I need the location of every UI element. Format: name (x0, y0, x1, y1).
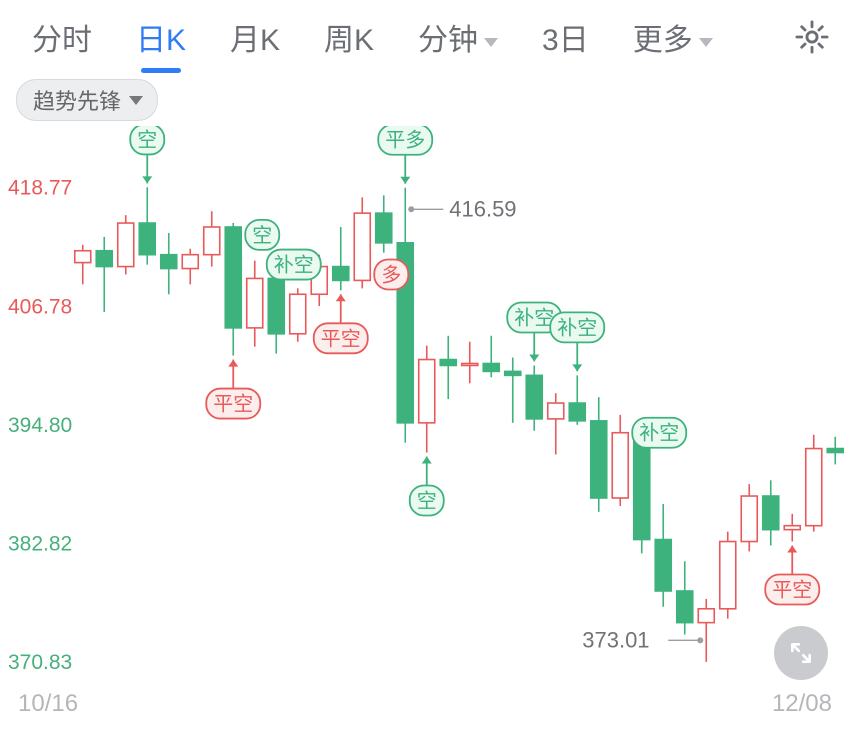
price-callout: 373.01 (582, 627, 649, 652)
tab-更多[interactable]: 更多 (611, 15, 735, 59)
strategy-label: 趋势先锋 (33, 84, 121, 116)
tab-3日[interactable]: 3日 (520, 15, 611, 59)
expand-button[interactable] (774, 626, 828, 680)
signal-marker: 空 (130, 126, 164, 154)
tab-周K[interactable]: 周K (302, 15, 396, 59)
candle-body (462, 363, 478, 365)
candle-body (96, 251, 112, 267)
svg-text:平空: 平空 (213, 393, 253, 416)
chevron-down-icon (699, 38, 713, 47)
candle-body (827, 449, 843, 453)
candle-body (612, 433, 628, 498)
candle-body (247, 278, 263, 327)
candle-body (376, 213, 392, 243)
svg-text:补空: 补空 (639, 422, 679, 445)
price-callout: 416.59 (449, 196, 516, 221)
tab-分时[interactable]: 分时 (10, 15, 114, 59)
svg-text:平空: 平空 (321, 327, 361, 350)
candle-body (161, 255, 177, 269)
marker-arrow (572, 342, 582, 371)
candle-body (419, 360, 435, 423)
x-axis-labels: 10/16 12/08 (0, 690, 850, 726)
settings-button[interactable] (792, 17, 832, 57)
candle-body (290, 294, 306, 334)
candle-body (591, 421, 607, 498)
candle-body (720, 542, 736, 609)
candle-body (182, 255, 198, 269)
candle-body (634, 433, 650, 540)
y-tick: 382.82 (8, 532, 72, 555)
marker-arrow (228, 360, 238, 389)
candle-body (655, 540, 671, 591)
expand-icon (788, 640, 814, 666)
candle-body (333, 267, 349, 281)
svg-text:平多: 平多 (385, 129, 425, 152)
tab-月K[interactable]: 月K (208, 15, 302, 59)
candle-body (225, 227, 241, 328)
candle-body (526, 375, 542, 419)
candle-body (741, 496, 757, 541)
x-label-left: 10/16 (18, 690, 78, 718)
chevron-down-icon (129, 96, 143, 105)
signal-marker: 平空 (206, 389, 260, 419)
svg-text:补空: 补空 (557, 316, 597, 339)
signal-marker: 补空 (632, 418, 686, 448)
signal-marker: 空 (245, 220, 279, 250)
svg-text:补空: 补空 (274, 254, 314, 277)
candle-body (548, 403, 564, 419)
signal-marker: 补空 (550, 312, 604, 342)
signal-marker: 平空 (765, 575, 819, 605)
candle-body (698, 609, 714, 623)
candle-body (763, 496, 779, 530)
signal-marker: 平多 (378, 126, 432, 155)
y-tick: 406.78 (8, 295, 72, 318)
svg-text:补空: 补空 (514, 306, 554, 329)
strategy-dropdown[interactable]: 趋势先锋 (16, 79, 158, 121)
marker-arrow (787, 546, 797, 575)
chevron-down-icon (484, 38, 498, 47)
tab-日K[interactable]: 日K (114, 15, 208, 59)
svg-text:空: 空 (137, 128, 157, 151)
x-label-right: 12/08 (772, 690, 832, 718)
candle-body (75, 251, 91, 263)
y-tick: 394.80 (8, 414, 72, 437)
candle-body (118, 223, 134, 267)
candle-body (505, 371, 521, 375)
strategy-row: 趋势先锋 (0, 74, 850, 126)
signal-marker: 空 (410, 486, 444, 516)
candle-body (784, 526, 800, 530)
svg-text:平空: 平空 (772, 579, 812, 602)
marker-arrow (422, 457, 432, 486)
marker-arrow (336, 294, 346, 323)
y-tick: 418.77 (8, 177, 72, 200)
marker-arrow (142, 154, 152, 183)
candle-body (204, 227, 220, 255)
candle-body (354, 213, 370, 280)
timeframe-tabs: 分时日K月K周K分钟3日更多 (0, 0, 850, 74)
candle-body (440, 360, 456, 366)
candle-body (677, 591, 693, 623)
candle-body (483, 363, 499, 371)
signal-marker: 平空 (314, 323, 368, 353)
svg-text:多: 多 (381, 263, 401, 286)
signal-marker: 多 (374, 259, 408, 289)
marker-arrow (529, 332, 539, 361)
candle-body (139, 223, 155, 255)
candle-body (806, 449, 822, 526)
marker-arrow (400, 155, 410, 184)
y-tick: 370.83 (8, 651, 72, 674)
tab-分钟[interactable]: 分钟 (396, 15, 520, 59)
signal-marker: 补空 (267, 250, 321, 280)
candlestick-chart[interactable]: 418.77 406.78 394.80 382.82 370.83 416.59 373.… (0, 126, 850, 726)
svg-text:空: 空 (417, 490, 437, 513)
chart-container: 418.77 406.78 394.80 382.82 370.83 416.59 373.… (0, 126, 850, 726)
candle-body (268, 278, 284, 333)
gear-icon (793, 18, 831, 56)
svg-text:空: 空 (252, 224, 272, 247)
candle-body (569, 403, 585, 421)
